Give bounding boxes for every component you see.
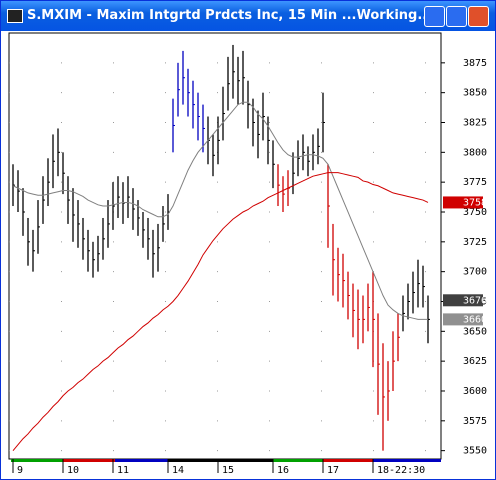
moving-average: [12, 172, 429, 451]
x-tick-label: 14: [172, 465, 184, 476]
plot-frame: [8, 32, 442, 460]
price-label: 3758: [463, 197, 487, 208]
title-bar: S.MXIM - Maxim Intgrtd Prdcts Inc, 15 Mi…: [1, 1, 495, 31]
y-tick-label: 3650: [463, 326, 487, 337]
y-tick-label: 3575: [463, 416, 487, 427]
maximize-button[interactable]: [446, 6, 467, 27]
minimize-button[interactable]: [424, 6, 445, 27]
price-label-box: [443, 196, 483, 209]
price-label: 3660: [463, 314, 487, 325]
price-label-box: [443, 294, 483, 307]
y-tick-label: 3625: [463, 356, 487, 367]
x-tick-label: 9: [17, 465, 23, 476]
y-tick-label: 3800: [463, 147, 487, 158]
price-label-box: [443, 313, 483, 326]
y-tick-label: 3775: [463, 177, 487, 188]
x-tick-label: 17: [327, 465, 339, 476]
window-title: S.MXIM - Maxim Intgrtd Prdcts Inc, 15 Mi…: [27, 8, 433, 23]
x-tick-label: 11: [117, 465, 129, 476]
x-tick-label: 15: [222, 465, 234, 476]
y-tick-label: 3725: [463, 237, 487, 248]
x-tick-label: 16: [277, 465, 289, 476]
close-button[interactable]: [468, 6, 489, 27]
y-tick-label: 3850: [463, 88, 487, 99]
moving-average: [12, 101, 428, 320]
session-strip: [11, 459, 441, 462]
chart: 3550357536003625365036753700372537503775…: [1, 31, 495, 479]
y-tick-label: 3750: [463, 207, 487, 218]
y-tick-label: 3700: [463, 267, 487, 278]
y-tick-label: 3550: [463, 446, 487, 457]
price-label: 3676: [463, 295, 487, 306]
y-tick-label: 3600: [463, 386, 487, 397]
y-tick-label: 3825: [463, 117, 487, 128]
x-tick-label: 18-22:30: [377, 465, 425, 476]
y-tick-label: 3875: [463, 58, 487, 69]
app-icon: [7, 9, 23, 23]
x-tick-label: 10: [67, 465, 79, 476]
